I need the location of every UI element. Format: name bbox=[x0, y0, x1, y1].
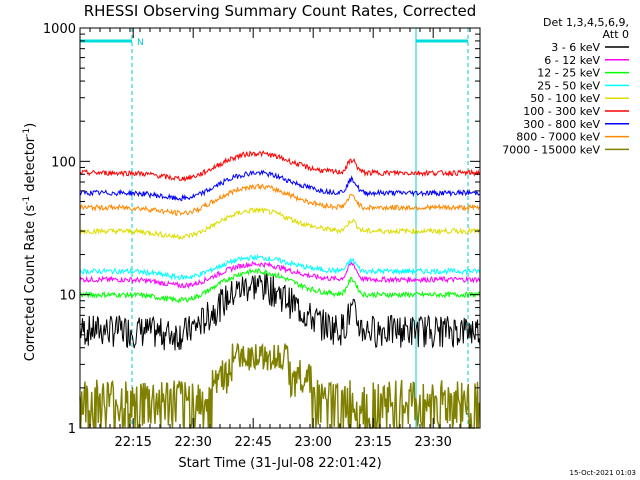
x-tick-label: 23:30 bbox=[414, 435, 451, 450]
footer-timestamp: 15-Oct-2021 01:03 bbox=[570, 469, 636, 477]
y-tick-label: 10 bbox=[59, 289, 76, 304]
legend-entry-5: 50 - 100 keV bbox=[530, 92, 600, 105]
x-tick-label: 22:45 bbox=[234, 435, 271, 450]
saa-label: N bbox=[137, 38, 144, 48]
series-lines bbox=[79, 150, 481, 429]
y-axis-label: Corrected Count Rate (s-1 detector-1) bbox=[22, 123, 38, 361]
legend-entry-8: 800 - 7000 keV bbox=[516, 131, 600, 144]
x-tick-label: 23:15 bbox=[354, 435, 391, 450]
axes: 1 10 100 1000 22:15 22:30 22:45 23:00 23:15 23:30 bbox=[43, 22, 481, 450]
legend-entry-6: 100 - 300 keV bbox=[523, 105, 600, 118]
series-line-3 bbox=[79, 267, 481, 304]
legend-entry-3: 12 - 25 keV bbox=[537, 67, 600, 80]
series-line-5 bbox=[79, 206, 481, 241]
legend-entry-2: 6 - 12 keV bbox=[544, 54, 600, 67]
y-tick-label: 1 bbox=[68, 422, 76, 437]
chart-title: RHESSI Observing Summary Count Rates, Co… bbox=[84, 2, 477, 20]
series-line-6 bbox=[79, 150, 481, 182]
legend-entry-1: 3 - 6 keV bbox=[551, 41, 600, 54]
series-line-4 bbox=[79, 253, 481, 281]
series-line-7 bbox=[79, 169, 481, 202]
x-tick-label: 22:15 bbox=[114, 435, 151, 450]
legend-header-1: Det 1,3,4,5,6,9, bbox=[543, 16, 629, 29]
legend-entry-7: 300 - 800 keV bbox=[523, 118, 600, 131]
legend-header-2: Att 0 bbox=[603, 28, 629, 41]
x-axis-label: Start Time (31-Jul-08 22:01:42) bbox=[178, 456, 381, 471]
series-line-2 bbox=[79, 260, 481, 290]
y-tick-label: 100 bbox=[51, 155, 76, 170]
series-line-9 bbox=[79, 342, 481, 429]
series-line-1 bbox=[79, 271, 481, 351]
y-tick-label: 1000 bbox=[43, 22, 76, 37]
series-line-8 bbox=[79, 183, 481, 217]
legend-entry-4: 25 - 50 keV bbox=[537, 79, 600, 92]
legend-entry-9: 7000 - 15000 keV bbox=[502, 143, 600, 156]
x-tick-label: 23:00 bbox=[294, 435, 331, 450]
x-tick-label: 22:30 bbox=[174, 435, 211, 450]
